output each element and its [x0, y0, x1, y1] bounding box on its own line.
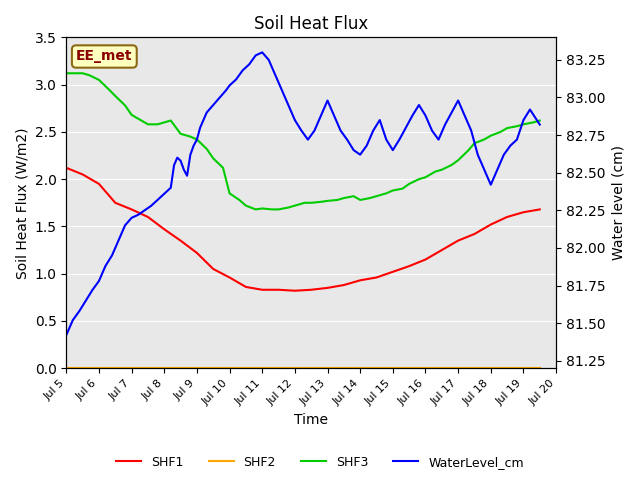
WaterLevel_cm: [63, 332, 70, 338]
Line: WaterLevel_cm: WaterLevel_cm: [67, 52, 540, 335]
SHF1: [340, 282, 348, 288]
SHF1: [193, 250, 201, 256]
SHF3: [317, 199, 325, 205]
WaterLevel_cm: [536, 122, 543, 128]
Text: EE_met: EE_met: [76, 49, 132, 63]
SHF3: [111, 93, 119, 99]
SHF3: [415, 176, 423, 182]
WaterLevel_cm: [376, 117, 383, 123]
WaterLevel_cm: [245, 61, 253, 67]
SHF1: [454, 238, 462, 243]
SHF1: [291, 288, 299, 294]
SHF1: [161, 227, 168, 232]
SHF1: [438, 247, 445, 253]
WaterLevel_cm: [356, 152, 364, 157]
SHF3: [186, 134, 194, 140]
SHF1: [209, 266, 217, 272]
SHF1: [63, 165, 70, 171]
WaterLevel_cm: [481, 167, 488, 173]
SHF1: [95, 181, 103, 187]
SHF1: [372, 275, 380, 280]
SHF1: [389, 269, 397, 275]
WaterLevel_cm: [259, 49, 266, 55]
SHF1: [259, 287, 266, 293]
SHF1: [536, 206, 543, 212]
SHF1: [405, 263, 413, 269]
SHF1: [422, 257, 429, 263]
WaterLevel_cm: [330, 113, 338, 119]
SHF1: [226, 275, 234, 280]
SHF3: [79, 71, 86, 76]
WaterLevel_cm: [337, 128, 344, 133]
SHF1: [324, 285, 332, 291]
SHF1: [128, 206, 136, 212]
SHF1: [307, 287, 315, 293]
SHF3: [63, 71, 70, 76]
Line: SHF1: SHF1: [67, 168, 540, 291]
SHF1: [111, 200, 119, 205]
SHF3: [138, 118, 145, 123]
Y-axis label: Water level (cm): Water level (cm): [611, 145, 625, 260]
SHF1: [487, 222, 495, 228]
Line: SHF3: SHF3: [67, 73, 540, 209]
SHF3: [536, 118, 543, 123]
Y-axis label: Soil Heat Flux (W/m2): Soil Heat Flux (W/m2): [15, 127, 29, 278]
SHF1: [520, 209, 527, 215]
SHF1: [275, 287, 282, 293]
SHF1: [144, 214, 152, 220]
Title: Soil Heat Flux: Soil Heat Flux: [254, 15, 368, 33]
SHF1: [470, 231, 478, 237]
SHF1: [177, 238, 184, 243]
SHF1: [242, 284, 250, 290]
SHF1: [503, 214, 511, 220]
SHF1: [79, 171, 86, 177]
Legend: SHF1, SHF2, SHF3, WaterLevel_cm: SHF1, SHF2, SHF3, WaterLevel_cm: [111, 451, 529, 474]
X-axis label: Time: Time: [294, 413, 328, 427]
SHF1: [356, 277, 364, 283]
SHF3: [252, 206, 259, 212]
